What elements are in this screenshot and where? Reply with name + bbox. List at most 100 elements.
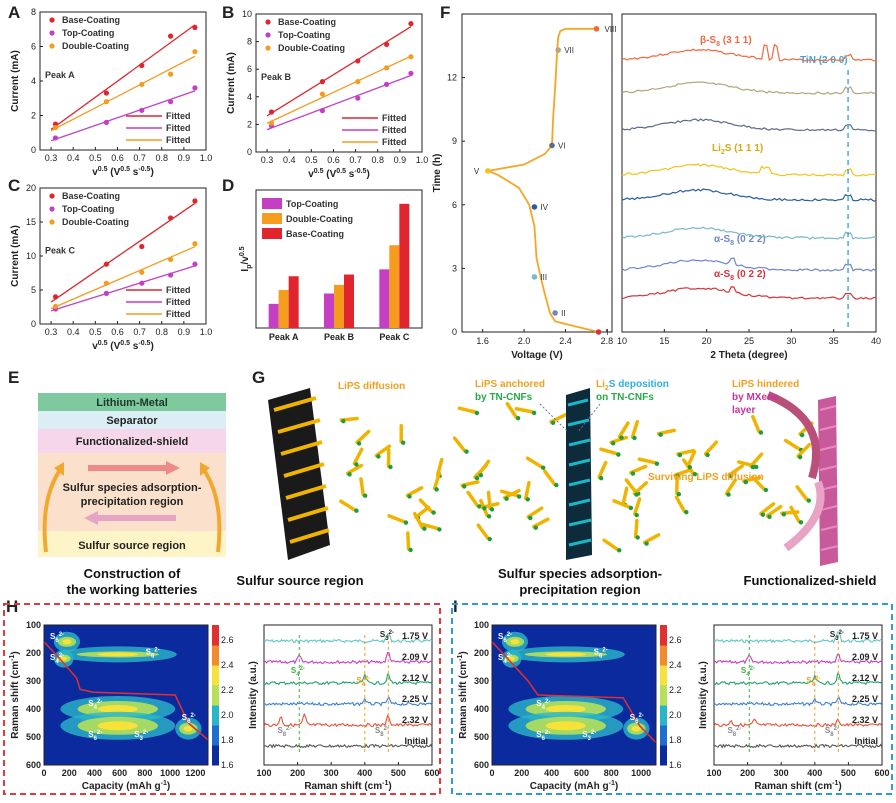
part: 2- (389, 630, 394, 636)
x-tick-label: 200 (514, 768, 529, 778)
x-tick-label: 40 (871, 336, 881, 346)
lithium-atom (504, 497, 508, 501)
lips-molecule (791, 507, 799, 521)
y-axis-title: Time (h) (432, 154, 443, 193)
lips-molecule (623, 488, 626, 504)
data-point (320, 108, 325, 113)
y-tick-label: 8 (31, 7, 36, 17)
lithium-atom (764, 488, 768, 492)
category-label: Peak B (324, 332, 355, 342)
data-point (269, 109, 274, 114)
y-tick-label: 6 (31, 42, 36, 52)
data-point (168, 257, 173, 262)
colorbar-segment (660, 665, 667, 686)
lithium-atom (437, 527, 441, 531)
x-tick-label: 300 (774, 768, 789, 778)
y-tick-label: 8 (247, 37, 252, 47)
x-tick-label: 0.6 (327, 155, 340, 165)
y-tick-label: 400 (26, 704, 41, 714)
map-intensity-peak (510, 639, 519, 644)
legend-swatch (262, 213, 282, 224)
colorbar-segment (212, 745, 219, 766)
lithium-atom (632, 436, 636, 440)
g-deposition-2: on TN-CNFs (596, 392, 654, 403)
data-point (139, 270, 144, 275)
part: 2- (638, 713, 643, 719)
colorbar-tick: 2.4 (221, 660, 234, 670)
data-point (192, 198, 197, 203)
colorbar-segment (212, 645, 219, 666)
data-point (104, 262, 109, 267)
hindered-arrow-return (786, 482, 821, 548)
data-point (104, 281, 109, 286)
lips-molecule (341, 501, 355, 509)
y-axis-title: Current (mA) (10, 50, 21, 112)
lithium-atom (434, 487, 438, 491)
layer-adsorption-label-2: precipitation region (81, 496, 184, 508)
data-point (355, 79, 360, 84)
part: 2- (59, 653, 64, 659)
state-point-VIII (594, 26, 600, 32)
x-tick-label: 200 (62, 768, 77, 778)
bar-double-coating (279, 290, 289, 328)
x-tick-label: 2.8 (601, 336, 614, 346)
lithium-atom (807, 498, 811, 502)
lithium-atom (617, 548, 621, 552)
y-tick-label: 300 (26, 676, 41, 686)
x-tick-label: 0.3 (45, 327, 58, 337)
panel-label-h: H (6, 597, 18, 616)
data-point (53, 304, 58, 309)
y-tick-label: 12 (447, 73, 457, 83)
x-tick-label: 0.3 (261, 155, 274, 165)
panel-label-i: I (453, 597, 458, 616)
carbon-cloth (268, 388, 330, 560)
lips-molecule (507, 404, 516, 417)
lips-molecule (634, 483, 646, 494)
part: 8 (283, 732, 287, 738)
y-tick-label: 6 (452, 200, 457, 210)
x-tick-label: 1000 (631, 768, 651, 778)
legend-label: Double-Coating (62, 217, 129, 227)
lithium-atom (475, 411, 479, 415)
map-intensity-peak (545, 652, 586, 656)
part: 2- (59, 632, 64, 638)
voltage-label: 2.32 V (402, 715, 428, 725)
fitted-legend-label: Fitted (166, 111, 191, 121)
x-tick-label: 25 (744, 336, 754, 346)
legend-marker (265, 19, 270, 24)
lithium-atom (629, 506, 633, 510)
x-tick-label: 0.9 (178, 327, 191, 337)
lips-molecule (786, 441, 800, 449)
x-tick-label: 0.5 (89, 327, 102, 337)
lips-molecule (751, 454, 762, 466)
lithium-atom (799, 520, 803, 524)
part: 2- (507, 653, 512, 659)
lips-molecule (604, 540, 617, 549)
x-tick-label: 1.0 (200, 327, 213, 337)
xrd-pattern-VII (622, 82, 876, 94)
x-title-part: (V (324, 169, 337, 180)
y-tick-label: 0 (31, 145, 36, 155)
lips-molecule (528, 508, 541, 517)
legend-label: Top-Coating (278, 30, 330, 40)
legend-label: Base-Coating (278, 17, 336, 27)
legend-label: Top-Coating (62, 28, 114, 38)
x-axis-title: 2 Theta (degree) (710, 350, 787, 361)
colorbar-segment (660, 685, 667, 706)
y-tick-label: 400 (474, 704, 489, 714)
part: 2- (365, 676, 370, 682)
x-tick-label: 0.5 (89, 153, 102, 163)
lithium-atom (488, 537, 492, 541)
species-label: S82- (825, 726, 839, 738)
x-tick-label: 30 (786, 336, 796, 346)
part: 2- (507, 632, 512, 638)
colorbar-segment (660, 625, 667, 646)
panel-label-d: D (222, 176, 234, 195)
caption-e-2: the working batteries (67, 582, 198, 597)
data-point (53, 125, 58, 130)
panel-label-c: C (8, 176, 20, 195)
layer-separator-label: Separator (106, 415, 158, 427)
data-point (269, 120, 274, 125)
